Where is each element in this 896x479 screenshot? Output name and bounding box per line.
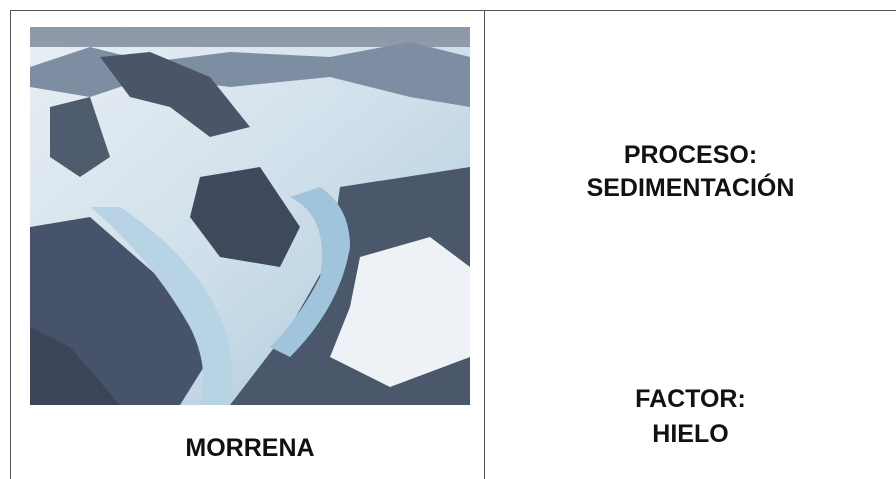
card-border: [10, 10, 896, 479]
caption: MORRENA: [185, 434, 315, 462]
process-label: PROCESO:: [623, 141, 758, 169]
process-value: SEDIMENTACIÓN: [586, 174, 795, 202]
factor-value: HIELO: [652, 420, 729, 448]
factor-label: FACTOR:: [635, 385, 746, 413]
column-divider: [484, 10, 485, 479]
glacier-photo: [30, 27, 470, 405]
